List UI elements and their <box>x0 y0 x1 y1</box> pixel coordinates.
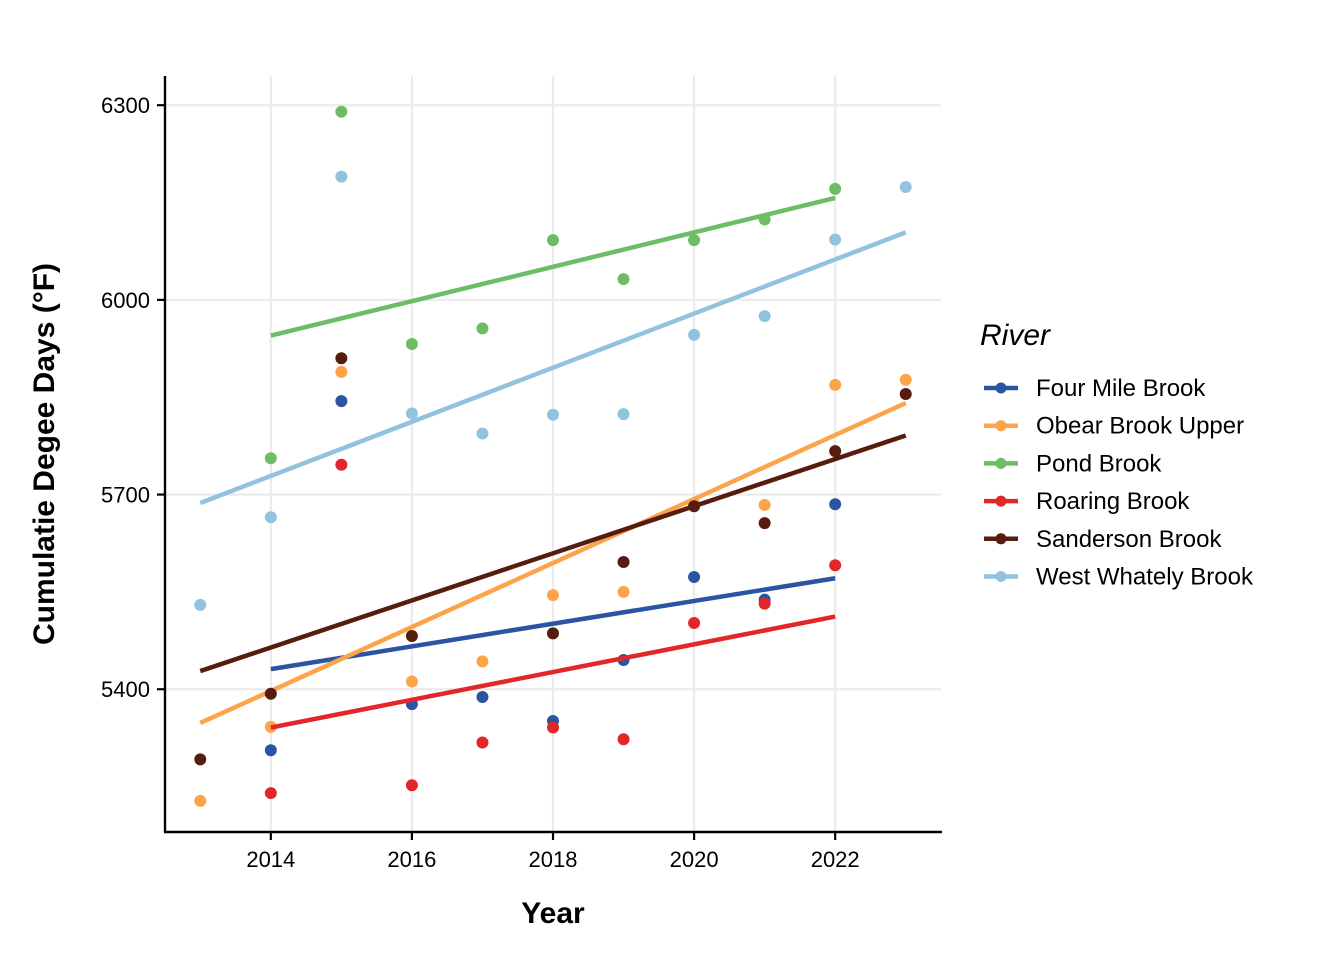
data-point <box>688 234 701 247</box>
data-point <box>264 787 277 800</box>
data-point <box>688 500 701 513</box>
data-point <box>899 373 912 386</box>
legend-item: Roaring Brook <box>984 488 1190 515</box>
legend-label: Roaring Brook <box>1036 488 1190 515</box>
data-point <box>758 517 771 530</box>
data-point <box>476 655 489 668</box>
legend-key-point <box>995 382 1007 394</box>
legend-label: Pond Brook <box>1036 450 1162 477</box>
data-point <box>476 691 489 704</box>
y-tick-label: 5700 <box>101 483 150 508</box>
data-point <box>405 407 418 420</box>
data-point <box>617 273 630 286</box>
data-point <box>547 408 559 421</box>
trend-line <box>270 614 836 730</box>
data-point <box>335 352 348 365</box>
legend-key-point <box>995 571 1007 582</box>
data-point <box>758 498 771 511</box>
legend-item: Four Mile Brook <box>984 375 1206 402</box>
x-tick-label: 2016 <box>387 847 436 872</box>
legend-key-point <box>995 457 1007 469</box>
y-axis-ticks: 5400 5700 6000 6300 <box>101 93 165 702</box>
data-point <box>264 744 277 757</box>
data-point <box>476 736 489 749</box>
legend: River Four Mile Brook Obear Brook Upper Po… <box>980 319 1254 591</box>
data-point <box>899 387 912 400</box>
data-point <box>829 559 842 572</box>
series-group <box>264 105 842 465</box>
trend-line <box>270 576 836 672</box>
data-point <box>758 597 771 610</box>
data-point <box>617 585 630 598</box>
data-point <box>476 427 489 440</box>
data-point <box>688 570 701 583</box>
data-point <box>405 338 418 351</box>
data-point <box>335 395 348 408</box>
legend-item: Pond Brook <box>984 450 1162 477</box>
legend-label: Four Mile Brook <box>1036 375 1206 402</box>
data-point <box>335 458 348 471</box>
x-axis-title: Year <box>521 897 585 930</box>
legend-items: Four Mile Brook Obear Brook Upper Pond Bro… <box>984 375 1254 591</box>
data-point <box>264 511 277 524</box>
data-point <box>335 105 348 118</box>
legend-item: West Whately Brook <box>984 564 1254 591</box>
x-tick-label: 2020 <box>670 847 719 872</box>
data-point <box>405 630 418 643</box>
legend-label: Sanderson Brook <box>1036 526 1222 553</box>
data-point <box>829 498 842 511</box>
y-tick-label: 6000 <box>101 288 150 313</box>
plot-series <box>194 105 912 807</box>
legend-key-point <box>995 533 1007 545</box>
trend-line <box>199 433 907 674</box>
series-group <box>264 458 842 800</box>
data-point <box>264 687 277 700</box>
data-point <box>264 452 277 465</box>
data-point <box>617 556 630 569</box>
data-point <box>617 408 630 421</box>
trend-line <box>199 401 907 726</box>
data-point <box>405 675 418 688</box>
data-point <box>617 733 630 746</box>
y-axis-title: Cumulatie Degee Days (°F) <box>28 263 61 645</box>
trend-line <box>270 195 836 338</box>
data-point <box>194 753 207 766</box>
trend-line <box>199 230 907 506</box>
data-point <box>335 365 348 378</box>
legend-key-point <box>995 420 1007 432</box>
data-point <box>547 589 559 602</box>
data-point <box>829 182 842 195</box>
data-point <box>405 779 418 792</box>
data-point <box>829 233 842 246</box>
legend-key-point <box>995 495 1007 507</box>
legend-title: River <box>980 319 1051 352</box>
data-point <box>688 328 701 341</box>
data-point <box>547 721 559 734</box>
x-tick-label: 2022 <box>811 847 860 872</box>
legend-label: West Whately Brook <box>1036 564 1254 591</box>
x-tick-label: 2018 <box>529 847 578 872</box>
legend-label: Obear Brook Upper <box>1036 413 1244 440</box>
data-point <box>476 322 489 335</box>
data-point <box>194 598 207 611</box>
data-point <box>335 170 348 183</box>
data-point <box>829 378 842 391</box>
y-tick-label: 6300 <box>101 93 150 118</box>
data-point <box>547 627 559 640</box>
legend-item: Sanderson Brook <box>984 526 1222 553</box>
data-point <box>758 310 771 323</box>
x-axis-ticks: 2014 2016 2018 2020 2022 <box>246 832 860 872</box>
legend-item: Obear Brook Upper <box>984 413 1244 440</box>
data-point <box>688 617 701 630</box>
x-tick-label: 2014 <box>246 847 295 872</box>
data-point <box>758 213 771 226</box>
series-group <box>194 170 912 611</box>
data-point <box>899 180 912 193</box>
data-point <box>829 445 842 458</box>
series-group <box>194 352 912 766</box>
data-point <box>547 234 559 247</box>
y-tick-label: 5400 <box>101 677 150 702</box>
data-point <box>194 794 207 807</box>
